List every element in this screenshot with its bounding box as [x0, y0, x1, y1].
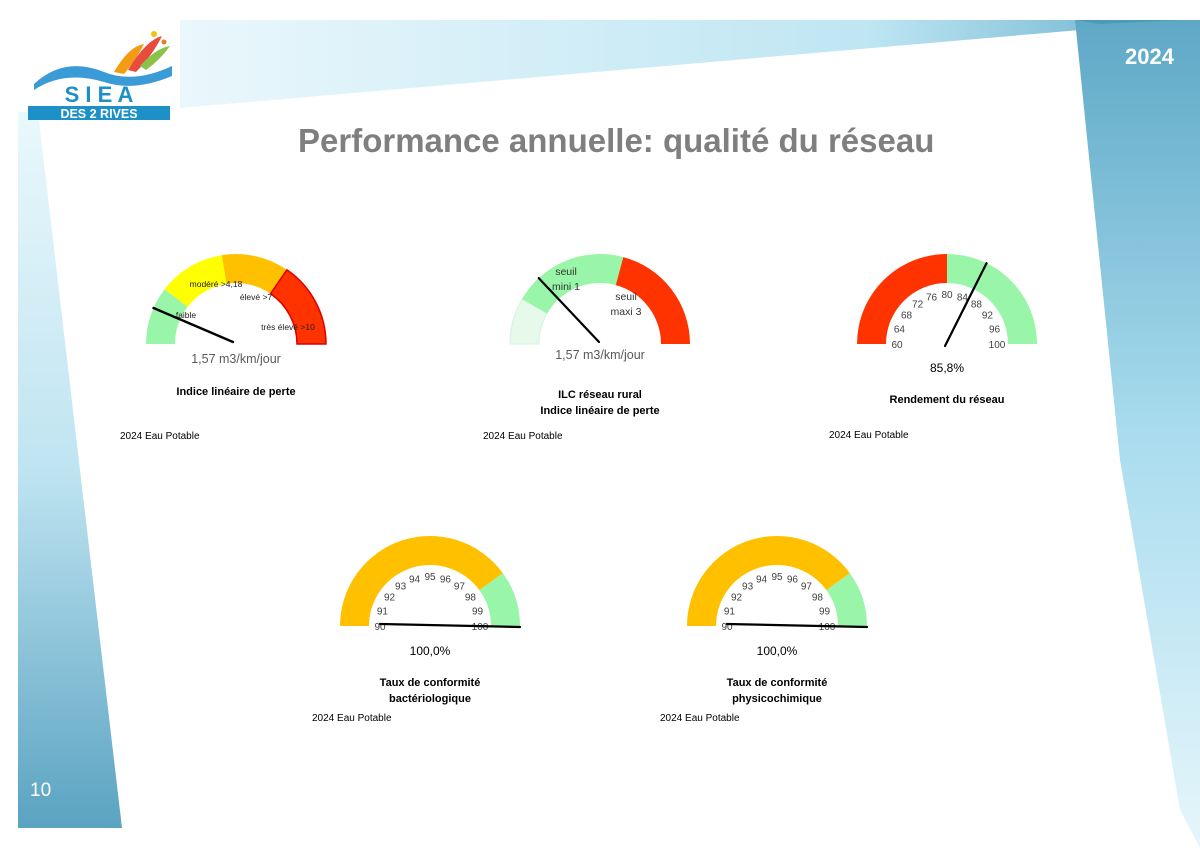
gauge-zone-0 — [687, 536, 850, 626]
gauge-title-line1: ILC réseau rural — [558, 389, 642, 401]
gauge-zone-1 — [479, 573, 520, 626]
gauge-title: Rendement du réseau — [889, 394, 1005, 406]
gauge-zone-label: mini 1 — [552, 281, 580, 293]
gauge-tick-label: 84 — [957, 292, 969, 303]
gauge-tick-label: 100 — [989, 340, 1006, 351]
gauge-zone-label: maxi 3 — [611, 306, 642, 318]
gauge-tick-label: 92 — [731, 593, 743, 604]
gauge-title-line2: physicochimique — [732, 693, 822, 705]
gauge-tick-label: 98 — [812, 593, 824, 604]
gauge-tick-label: 64 — [894, 325, 906, 336]
gauge-source: 2024 Eau Potable — [660, 713, 740, 724]
gauge-tick-label: 99 — [819, 607, 831, 618]
gauge-title: Indice linéaire de perte — [176, 386, 296, 398]
gauge-tick-label: 93 — [395, 582, 407, 593]
page-number: 10 — [30, 780, 52, 801]
gauge-zone-1 — [522, 254, 624, 314]
gauge-conformite-physicochimique: 90 91 92 93 94 95 96 97 98 99 100 100,0% Taux de c… — [597, 502, 957, 724]
gauge-zone-0 — [509, 298, 548, 345]
gauge-ilc-reseau-rural: seuil mini 1 seuil maxi 3 1,57 m3/km/jour I… — [420, 220, 780, 442]
gauge-source: 2024 Eau Potable — [120, 431, 200, 442]
gauge-zone-label: élevé >7 — [240, 292, 273, 302]
gauge-svg: faible modéré >4,18 élevé >7 très élevé >10 — [146, 254, 327, 345]
gauge-zone-0 — [146, 289, 188, 344]
gauge-zone-0 — [857, 254, 947, 344]
gauge-tick-label: 94 — [409, 574, 421, 585]
gauge-tick-label: 88 — [971, 300, 983, 311]
gauge-needle — [378, 622, 522, 629]
logo-text-siea: S I E A — [65, 82, 134, 107]
gauge-tick-label: 60 — [891, 340, 903, 351]
gauge-zone-label: modéré >4,18 — [190, 279, 243, 289]
gauge-rendement-reseau: 60 64 68 72 76 80 84 88 92 96 100 85,8% Rendement … — [767, 220, 1127, 441]
page-title: Performance annuelle: qualité du réseau — [298, 122, 935, 159]
gauge-value-label: 100,0% — [756, 644, 798, 658]
gauge-zone-1 — [826, 573, 867, 626]
gauge-tick-label: 94 — [756, 574, 768, 585]
gauge-tick-label: 91 — [724, 607, 736, 618]
gauge-tick-label: 97 — [454, 582, 466, 593]
gauge-tick-label: 68 — [901, 311, 913, 322]
gauge-tick-label: 92 — [384, 593, 396, 604]
gauge-needle — [943, 262, 988, 348]
gauge-conformite-bacteriologique: 90 91 92 93 94 95 96 97 98 99 100 100,0% Taux de c… — [250, 502, 610, 724]
gauge-tick-label: 96 — [989, 325, 1001, 336]
gauge-zone-3 — [269, 268, 327, 345]
gauge-zone-label: seuil — [615, 291, 637, 303]
gauge-tick-label: 100 — [472, 622, 489, 633]
gauge-needle — [152, 306, 235, 344]
gauge-source: 2024 Eau Potable — [483, 431, 563, 442]
gauge-value-label: 85,8% — [929, 361, 965, 375]
gauge-tick-label: 91 — [377, 607, 389, 618]
logo: S I E A DES 2 RIVES — [28, 31, 172, 121]
gauge-tick-label: 93 — [742, 582, 754, 593]
gauge-title-line1: Taux de conformité — [726, 677, 828, 689]
gauge-zone-label: faible — [176, 310, 197, 320]
gauge-tick-label: 95 — [424, 572, 436, 583]
gauge-value-label: 1,57 m3/km/jour — [555, 348, 645, 362]
gauge-tick-label: 90 — [721, 622, 733, 633]
gauge-needle — [725, 622, 869, 629]
gauge-value-label: 100,0% — [409, 644, 451, 658]
gauge-zone-1 — [164, 255, 227, 307]
gauge-zone-0 — [340, 536, 503, 626]
year-label: 2024 — [1125, 44, 1174, 69]
gauge-tick-label: 76 — [926, 292, 938, 303]
gauge-tick-label: 98 — [465, 593, 477, 604]
gauge-tick-label: 95 — [771, 572, 783, 583]
gauge-tick-label: 92 — [982, 311, 994, 322]
gauge-source: 2024 Eau Potable — [312, 713, 392, 724]
gauge-indice-lineaire-perte: faible modéré >4,18 élevé >7 très élevé >10… — [56, 220, 416, 442]
gauge-title-line2: bactériologique — [389, 693, 471, 705]
gauge-value-label: 1,57 m3/km/jour — [191, 352, 281, 366]
gauge-svg: seuil mini 1 seuil maxi 3 — [509, 254, 690, 345]
gauge-tick-label: 72 — [912, 300, 924, 311]
logo-text-rives: DES 2 RIVES — [60, 107, 137, 121]
gauge-zone-1 — [947, 254, 1037, 344]
gauge-tick-label: 96 — [440, 574, 452, 585]
gauge-source: 2024 Eau Potable — [829, 430, 909, 441]
gauge-zone-2 — [221, 254, 287, 294]
gauge-needle — [537, 276, 601, 344]
gauge-tick-label: 100 — [819, 622, 836, 633]
gauge-zone-label: seuil — [555, 266, 577, 278]
gauge-title-line1: Taux de conformité — [379, 677, 481, 689]
gauge-tick-label: 80 — [941, 290, 953, 301]
gauge-tick-label: 90 — [374, 622, 386, 633]
gauge-tick-label: 97 — [801, 582, 813, 593]
gauge-tick-label: 99 — [472, 607, 484, 618]
gauge-title-line2: Indice linéaire de perte — [540, 405, 660, 417]
gauge-tick-label: 96 — [787, 574, 799, 585]
gauge-zone-2 — [615, 257, 690, 344]
gauge-zone-label: très élevé >10 — [261, 322, 315, 332]
